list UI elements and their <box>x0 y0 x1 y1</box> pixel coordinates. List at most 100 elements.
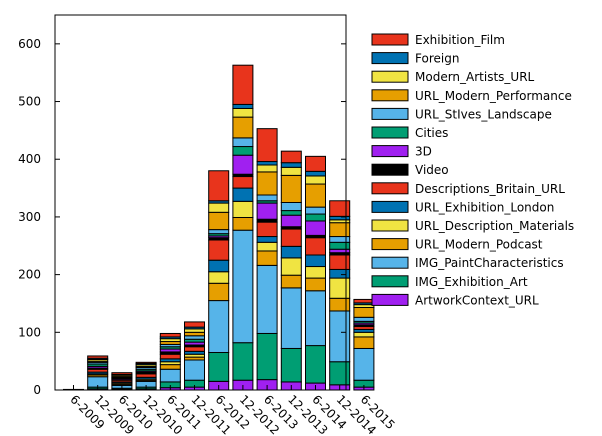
y-tick-label: 200 <box>18 268 41 282</box>
bar-segment <box>329 248 351 254</box>
bar-segment <box>184 335 205 340</box>
y-tick-label: 0 <box>33 383 41 397</box>
legend-swatch <box>371 70 409 83</box>
bar-segment <box>280 228 302 247</box>
legend-label: URL_Modern_Performance <box>415 89 572 103</box>
legend-swatch <box>371 256 409 269</box>
bar-segment <box>208 239 230 261</box>
bar-segment <box>232 154 254 175</box>
bar-segment <box>353 307 375 318</box>
bar-segment <box>184 321 205 328</box>
bar-segment <box>159 364 181 370</box>
legend-swatch <box>371 107 409 120</box>
legend-swatch <box>371 89 409 102</box>
legend-label: IMG_PaintCharacteristics <box>415 256 564 270</box>
bar-segment <box>280 245 302 259</box>
bar-segment <box>353 336 375 349</box>
bar-segment <box>256 164 278 173</box>
legend-label: Cities <box>415 126 448 140</box>
legend-swatch <box>371 200 409 213</box>
bar-segment <box>280 162 302 168</box>
legend-swatch <box>371 238 409 251</box>
bar-segment <box>280 174 302 203</box>
y-tick-label: 400 <box>18 152 41 166</box>
bar-segment <box>280 347 302 383</box>
legend-label: Video <box>415 163 449 177</box>
bar-segment <box>305 277 326 292</box>
bar-segment <box>232 229 254 344</box>
legend-label: ArtworkContext_URL <box>415 293 539 307</box>
bar-segment <box>256 332 278 381</box>
bar-segment <box>305 220 326 236</box>
legend-label: Foreign <box>415 52 459 66</box>
bar-segment <box>305 266 326 279</box>
legend-label: 3D <box>415 145 432 159</box>
legend-swatch <box>371 293 409 306</box>
bar-segment <box>232 64 254 105</box>
bar-segment <box>329 310 351 363</box>
bar-segment <box>232 217 254 231</box>
bar-segment <box>232 200 254 219</box>
bar-segment <box>256 194 278 202</box>
bar-segment <box>280 166 302 176</box>
bar-segment <box>256 161 278 166</box>
bar-segment <box>232 116 254 139</box>
bar-segment <box>305 170 326 177</box>
legend-swatch <box>371 275 409 288</box>
bar-segment <box>208 259 230 273</box>
bar-segment <box>232 176 254 189</box>
bar-segment <box>280 274 302 289</box>
bar-segment <box>280 287 302 349</box>
bar-segment <box>329 222 351 238</box>
bar-segment <box>184 328 205 333</box>
plot-frame <box>54 14 347 391</box>
bar-segment <box>280 210 302 216</box>
bar-segment <box>305 237 326 256</box>
legend-swatch <box>371 219 409 232</box>
bar-segment <box>135 373 157 378</box>
bar-segment <box>353 298 375 304</box>
bar-segment <box>208 170 230 202</box>
bar-segment <box>184 359 205 381</box>
bar-segment <box>256 128 278 163</box>
bar-segment <box>208 282 230 302</box>
bar-segment <box>305 155 326 172</box>
bar-segment <box>232 137 254 148</box>
y-tick-label: 300 <box>18 210 41 224</box>
legend-swatch <box>371 182 409 195</box>
bar-segment <box>232 146 254 156</box>
y-tick-label: 100 <box>18 325 41 339</box>
bar-segment <box>232 342 254 381</box>
bar-segment <box>232 103 254 109</box>
bar-segment <box>305 206 326 215</box>
bar-segment <box>353 347 375 381</box>
bar-segment <box>232 107 254 118</box>
bar-segment <box>280 214 302 228</box>
bar-segment <box>305 183 326 208</box>
bar-segment <box>329 254 351 270</box>
legend-swatch <box>371 163 409 176</box>
bar-segment <box>280 257 302 276</box>
bar-segment <box>305 254 326 268</box>
bar-segment <box>353 316 375 322</box>
bar-segment <box>305 290 326 347</box>
bar-segment <box>208 300 230 354</box>
bar-segment <box>232 187 254 202</box>
bar-segment <box>305 213 326 222</box>
bar-segment <box>256 236 278 243</box>
legend-swatch <box>371 126 409 139</box>
bar-segment <box>208 271 230 284</box>
legend-swatch <box>371 33 409 46</box>
bar-segment <box>87 355 109 359</box>
legend-swatch <box>371 52 409 65</box>
bar-segment <box>208 352 230 382</box>
legend-label: URL_Exhibition_London <box>415 200 554 214</box>
bar-segment <box>329 277 351 299</box>
legend-label: URL_Modern_Podcast <box>415 238 543 252</box>
bar-segment <box>256 264 278 334</box>
bar-segment <box>280 150 302 164</box>
bar-segment <box>305 175 326 185</box>
y-tick-label: 600 <box>18 37 41 51</box>
bar-segment <box>329 215 351 221</box>
